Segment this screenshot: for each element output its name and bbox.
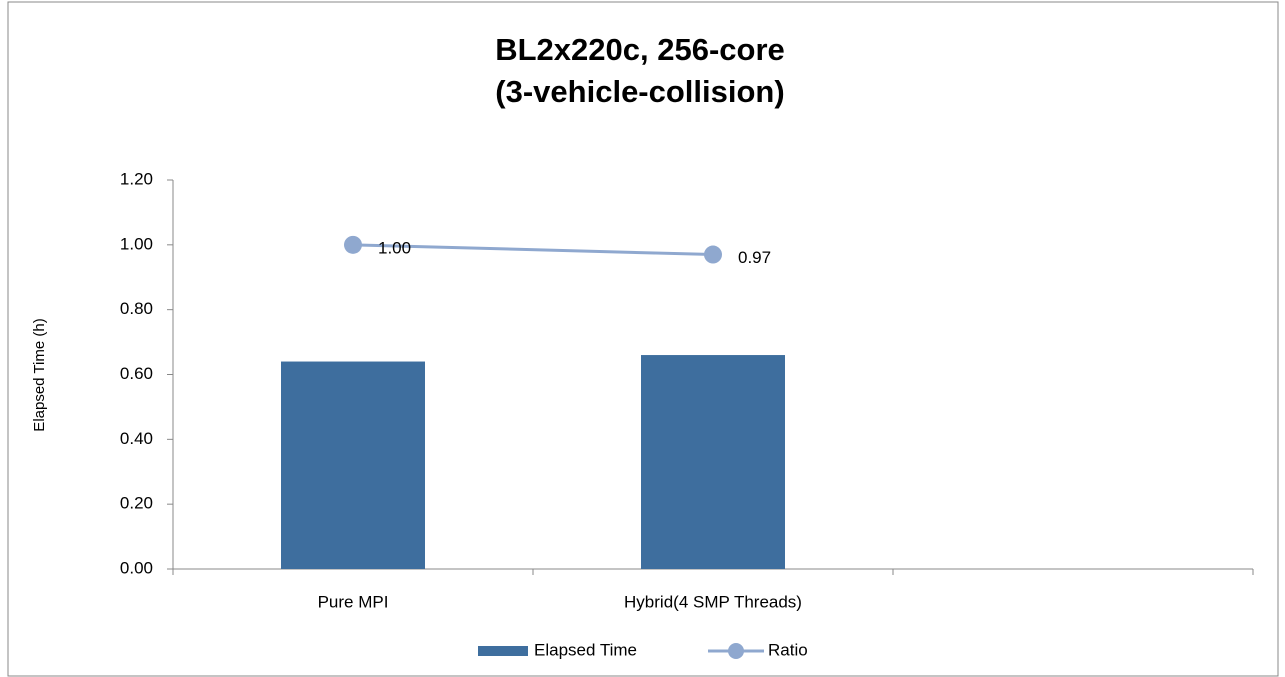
y-tick-label: 0.20: [120, 494, 153, 513]
bar: [641, 355, 785, 569]
line-point: [704, 245, 722, 264]
x-tick-label: Pure MPI: [318, 592, 389, 611]
y-tick-label: 0.60: [120, 364, 153, 383]
legend-swatch: [478, 646, 528, 656]
y-tick-label: 0.40: [120, 429, 153, 448]
chart-title: (3-vehicle-collision): [495, 74, 784, 109]
data-label: 1.00: [378, 238, 411, 257]
y-tick-label: 1.20: [120, 169, 153, 188]
data-label: 0.97: [738, 248, 771, 267]
y-tick-label: 1.00: [120, 234, 153, 253]
legend-swatch: [728, 643, 744, 659]
legend-label: Elapsed Time: [534, 640, 637, 659]
legend-label: Ratio: [768, 640, 808, 659]
line: [352, 243, 714, 257]
chart-title: BL2x220c, 256-core: [495, 32, 785, 67]
y-tick-label: 0.80: [120, 299, 153, 318]
y-tick-label: 0.00: [120, 558, 153, 577]
bar: [281, 361, 425, 569]
line-point: [344, 235, 362, 254]
y-axis-label: Elapsed Time (h): [31, 318, 48, 431]
x-tick-label: Hybrid(4 SMP Threads): [624, 592, 802, 611]
